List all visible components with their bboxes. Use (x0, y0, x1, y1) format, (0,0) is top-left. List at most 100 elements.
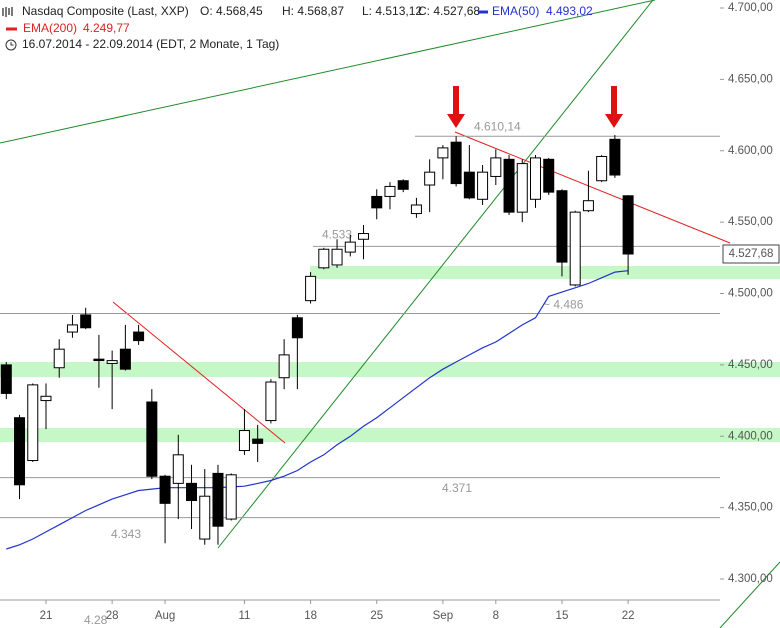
y-tick-label: 4.450,00 (728, 359, 773, 371)
annotation: 4.343 (111, 527, 141, 541)
x-tick-label: 25 (370, 610, 383, 622)
annotation: 4.371 (442, 481, 472, 495)
candle-body (622, 195, 634, 255)
candle-body (27, 384, 39, 462)
x-tick-label: 18 (304, 610, 317, 622)
ema-line (6, 270, 629, 550)
candle-body (212, 472, 224, 527)
ohlc-close: C: 4.527,68 (418, 4, 480, 18)
candle-body (371, 195, 383, 209)
candle-body (119, 348, 131, 370)
x-tick-label: 28 (106, 610, 119, 622)
candle-body (93, 358, 105, 362)
candle-body (40, 395, 52, 402)
trendline (0, 0, 656, 144)
candle-body (450, 141, 462, 185)
y-tick-label: 4.350,00 (728, 502, 773, 514)
legend-value: 4.249,77 (83, 21, 130, 35)
legend-label: EMA(50) (492, 4, 539, 18)
candle-body (503, 158, 515, 213)
y-tick-label: 4.650,00 (728, 73, 773, 85)
candle-body (410, 204, 422, 215)
candle-body (582, 200, 594, 212)
candle-body (397, 180, 409, 190)
clock-icon (5, 39, 17, 51)
candle-body (199, 495, 211, 540)
candle-body (252, 438, 264, 444)
y-tick-label: 4.700,00 (728, 2, 773, 14)
candle-body (278, 354, 290, 379)
zone (310, 266, 780, 279)
zone (0, 362, 780, 377)
candle-body (146, 401, 158, 477)
legend-value: 4.493,02 (546, 4, 593, 18)
x-tick-label: Sep (433, 610, 453, 622)
arrow (605, 86, 623, 128)
candle-body (490, 157, 502, 177)
candle-body (463, 171, 475, 199)
y-tick-label: 4.400,00 (728, 430, 773, 442)
trendline (112, 301, 286, 444)
annotation: 4.533 (322, 228, 352, 242)
candle-body (225, 474, 237, 520)
candle-body (305, 275, 317, 302)
x-tick-label: 22 (622, 610, 635, 622)
candle-body (543, 158, 555, 193)
candle-icon (2, 7, 13, 17)
candle-body (556, 190, 568, 263)
candle-body (53, 348, 65, 369)
candle-body (384, 185, 396, 197)
ohlc-low: L: 4.513,12 (362, 4, 422, 18)
annotation: ~ 4.486 (543, 298, 584, 312)
candle-body (569, 211, 581, 286)
trendline (217, 0, 654, 549)
candle-body (14, 417, 26, 486)
candle-body (80, 314, 92, 329)
x-tick-label: Aug (155, 610, 175, 622)
y-tick-label: 4.550,00 (728, 216, 773, 228)
candle-body (265, 381, 277, 422)
candle-body (172, 454, 184, 484)
candle-body (424, 171, 436, 186)
ohlc-open: O: 4.568,45 (200, 4, 263, 18)
legend-label: EMA(200) (23, 21, 77, 35)
candle-body (186, 482, 198, 501)
x-tick-label: 15 (556, 610, 569, 622)
chart-title: Nasdaq Composite (Last, XXP) (22, 4, 189, 18)
support-zones (0, 266, 780, 442)
candle-body (530, 157, 541, 200)
trendline (719, 561, 780, 628)
candle-body (331, 248, 343, 266)
clock-hands (10, 42, 14, 46)
zone (0, 428, 780, 442)
annotation: 4.610,14 (474, 119, 521, 133)
y-tick-label: 4.600,00 (728, 145, 773, 157)
candle-body (358, 233, 370, 240)
candle-body (291, 317, 303, 339)
ohlc-high: H: 4.568,87 (282, 4, 344, 18)
candle-body (238, 430, 250, 452)
arrow (447, 86, 465, 128)
legend: Nasdaq Composite (Last, XXP) O: 4.568,45… (2, 4, 593, 51)
annotation: 4.28 (84, 613, 108, 627)
candle-body (0, 364, 12, 394)
candle-body (159, 475, 171, 504)
last-price-box (722, 244, 780, 264)
x-tick-label: 21 (40, 610, 53, 622)
y-tick-label: 4.500,00 (728, 288, 773, 300)
y-tick-label: 4.300,00 (728, 573, 773, 585)
subtitle: 16.07.2014 - 22.09.2014 (EDT, 2 Monate, … (22, 37, 279, 51)
x-tick-label: 8 (493, 610, 499, 622)
x-tick-label: 11 (238, 610, 250, 622)
candle-body (516, 163, 528, 213)
candle-body (437, 147, 449, 159)
last-price-label: 4.527,68 (729, 248, 774, 260)
candle-body (477, 171, 489, 200)
candle-body (609, 138, 621, 176)
candle-body (66, 324, 78, 333)
candle-body (133, 331, 145, 342)
candle-body (596, 155, 608, 182)
candle-body (344, 241, 356, 253)
